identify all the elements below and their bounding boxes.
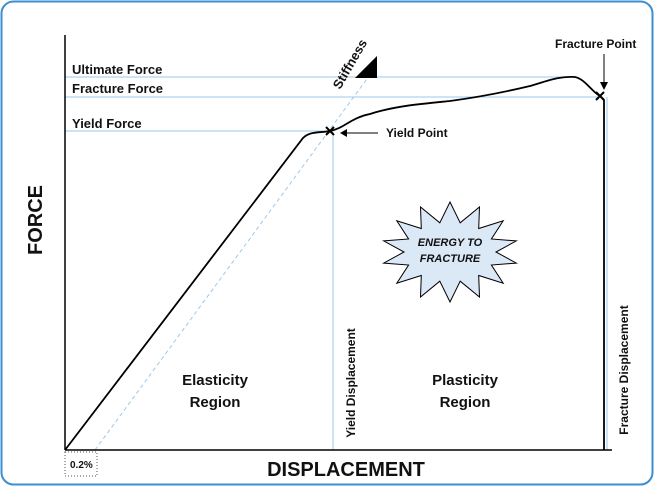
stiffness-triangle (355, 56, 377, 78)
fracture-displacement-label: Fracture Displacement (617, 305, 631, 434)
plastic-region-label: Plasticity (432, 372, 499, 389)
x-axis-label: DISPLACEMENT (267, 459, 425, 481)
yield-force-label: Yield Force (72, 116, 142, 131)
yield-displacement-label: Yield Displacement (344, 328, 358, 438)
energy-label: FRACTURE (420, 253, 481, 265)
offset-label: 0.2% (70, 460, 93, 471)
elastic-region-label: Region (190, 394, 241, 411)
plastic-region-label: Region (440, 394, 491, 411)
yield-marker (325, 126, 335, 136)
energy-label: ENERGY TO (418, 237, 483, 249)
fracture-arrowhead (600, 82, 608, 90)
energy-starburst (381, 200, 519, 304)
yield-point-label: Yield Point (386, 126, 448, 140)
fracture-point-label: Fracture Point (555, 37, 636, 51)
fracture-force-label: Fracture Force (72, 81, 163, 96)
yield-arrowhead (340, 129, 347, 137)
fracture-marker (595, 91, 605, 101)
offset-line (94, 71, 373, 451)
ultimate-force-label: Ultimate Force (72, 62, 162, 77)
y-axis-label: FORCE (25, 185, 47, 255)
elastic-region-label: Elasticity (182, 372, 249, 389)
offset-box (64, 451, 98, 477)
